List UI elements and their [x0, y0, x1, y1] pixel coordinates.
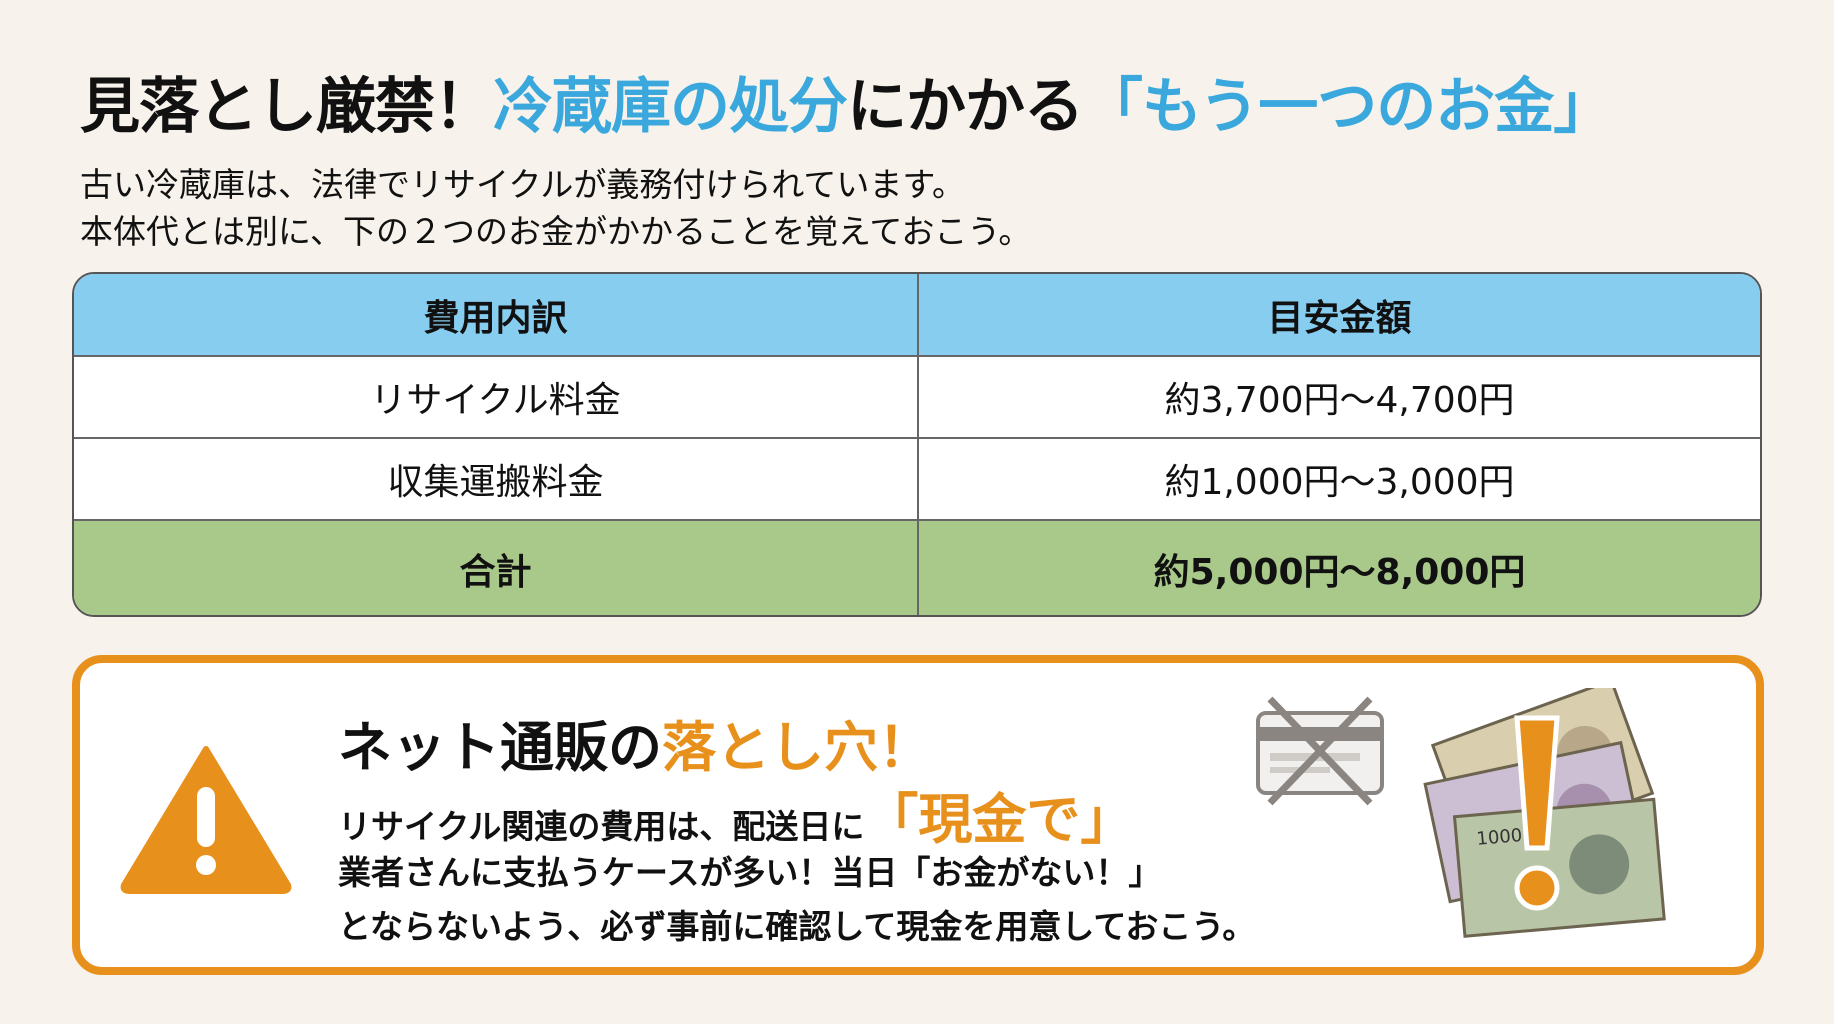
table-row: リサイクル料金 約3,700円〜4,700円: [74, 357, 1760, 439]
table-cell: 合計: [74, 521, 919, 615]
svg-text:1000: 1000: [1476, 825, 1523, 850]
heading-highlight: 落とし穴！: [662, 716, 932, 779]
table-cell: リサイクル料金: [74, 357, 919, 437]
table-header-row: 費用内訳 目安金額: [74, 274, 1760, 357]
page-title: 見落とし厳禁！冷蔵庫の処分にかかる「もう一つのお金」: [80, 58, 1613, 145]
intro-line: 古い冷蔵庫は、法律でリサイクルが義務付けられています。: [80, 165, 966, 204]
table-cell: 収集運搬料金: [74, 439, 919, 519]
banknotes-exclamation-icon: 1000: [1423, 688, 1666, 938]
table-cell: 約3,700円〜4,700円: [1164, 380, 1515, 421]
table-header: 目安金額: [1267, 297, 1412, 339]
cash-highlight: 「現金で」: [864, 788, 1135, 851]
heading-part: ネット通販の: [338, 716, 662, 779]
title-part: にかかる: [847, 72, 1084, 142]
warning-triangle-icon: [120, 746, 292, 894]
warning-heading: ネット通販の落とし穴！: [338, 703, 932, 782]
title-part: 見落とし厳禁！: [80, 72, 494, 142]
warning-line: リサイクル関連の費用は、配送日に「現金で」: [338, 775, 1134, 854]
table-header: 費用内訳: [74, 274, 919, 355]
intro-line: 本体代とは別に、下の２つのお金がかかることを覚えておこう。: [80, 212, 1032, 251]
warning-box: ネット通販の落とし穴！ リサイクル関連の費用は、配送日に「現金で」 業者さんに支…: [72, 655, 1764, 975]
table-total-row: 合計 約5,000円〜8,000円: [74, 521, 1760, 615]
title-highlight: 冷蔵庫の処分: [493, 72, 848, 142]
warning-line: 業者さんに支払うケースが多い！当日「お金がない！」: [338, 853, 1162, 892]
line-part: リサイクル関連の費用は、配送日に: [338, 807, 865, 846]
table-cell: 約5,000円〜8,000円: [1153, 552, 1526, 593]
cost-table: 費用内訳 目安金額 リサイクル料金 約3,700円〜4,700円 収集運搬料金 …: [72, 272, 1762, 617]
title-highlight: 「もう一つのお金」: [1083, 72, 1613, 142]
warning-line: とならないよう、必ず事前に確認して現金を用意しておこう。: [338, 907, 1256, 946]
crossed-credit-card-icon: [1256, 696, 1384, 806]
table-row: 収集運搬料金 約1,000円〜3,000円: [74, 439, 1760, 521]
table-cell: 約1,000円〜3,000円: [1164, 462, 1515, 503]
